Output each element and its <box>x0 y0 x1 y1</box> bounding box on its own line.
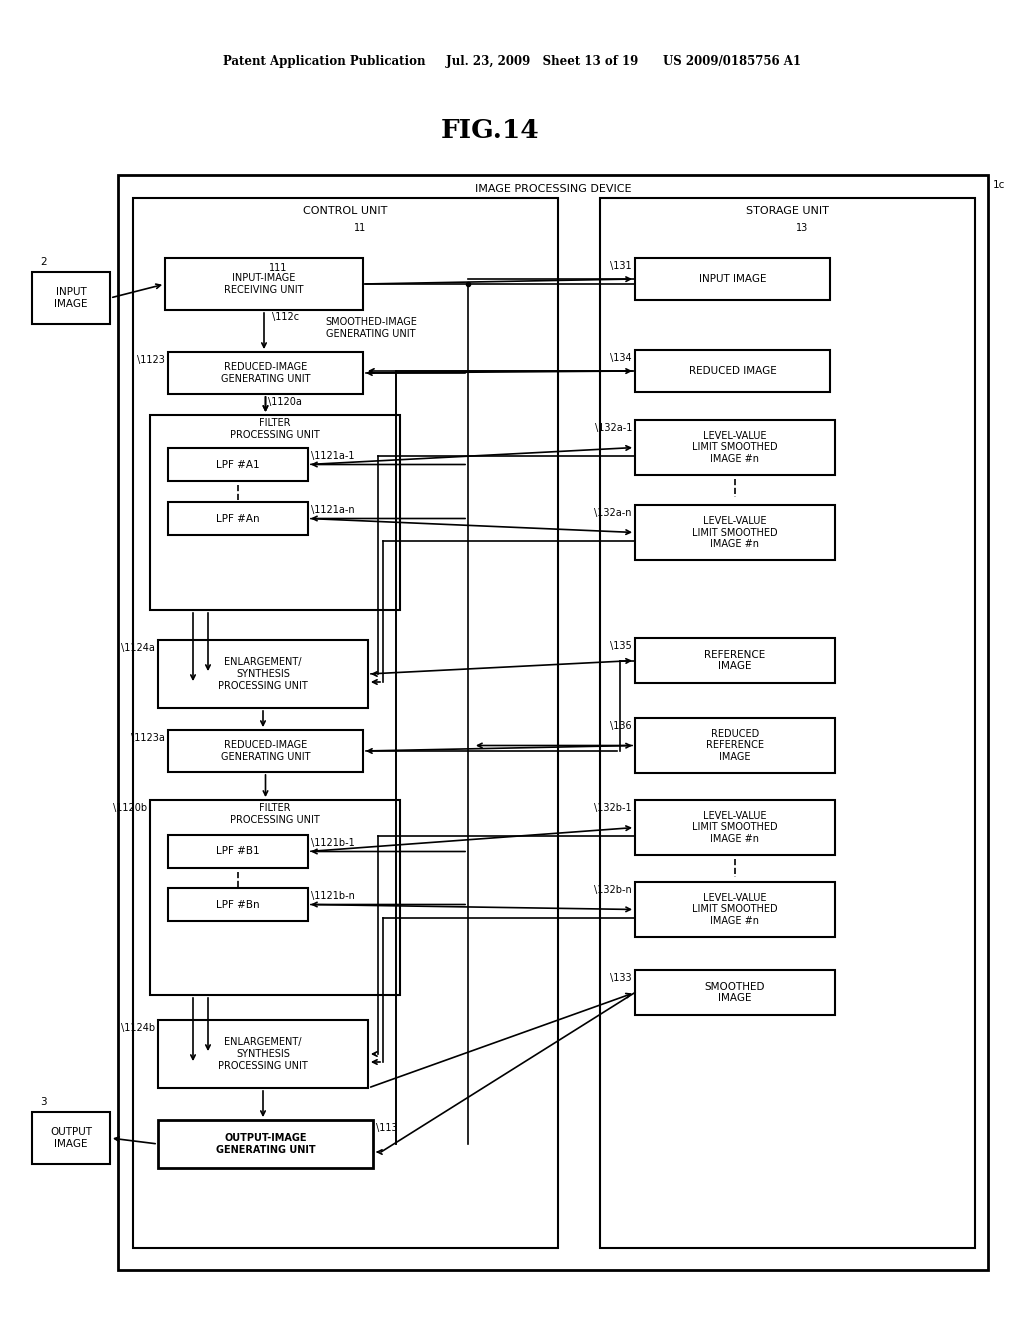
Bar <box>168 730 362 772</box>
Bar <box>635 506 835 560</box>
Text: OUTPUT
IMAGE: OUTPUT IMAGE <box>50 1127 92 1148</box>
Text: \131: \131 <box>610 261 632 271</box>
Text: \1121a-n: \1121a-n <box>311 506 354 515</box>
Text: LEVEL-VALUE
LIMIT SMOOTHED
IMAGE #n: LEVEL-VALUE LIMIT SMOOTHED IMAGE #n <box>692 430 778 465</box>
Text: \1121b-n: \1121b-n <box>311 891 355 902</box>
Bar <box>168 888 308 921</box>
Text: \1123: \1123 <box>137 355 165 366</box>
Text: LPF #An: LPF #An <box>216 513 260 524</box>
Text: 3: 3 <box>40 1097 47 1107</box>
Text: \1124b: \1124b <box>121 1023 155 1034</box>
Text: \113: \113 <box>376 1123 397 1133</box>
Bar <box>635 970 835 1015</box>
Text: \112c: \112c <box>272 312 299 322</box>
Bar <box>158 640 368 708</box>
Text: SMOOTHED-IMAGE
GENERATING UNIT: SMOOTHED-IMAGE GENERATING UNIT <box>326 317 418 339</box>
Bar <box>133 198 558 1247</box>
Bar <box>168 447 308 480</box>
Text: LEVEL-VALUE
LIMIT SMOOTHED
IMAGE #n: LEVEL-VALUE LIMIT SMOOTHED IMAGE #n <box>692 516 778 549</box>
Bar <box>150 414 400 610</box>
Text: REDUCED-IMAGE
GENERATING UNIT: REDUCED-IMAGE GENERATING UNIT <box>221 362 310 384</box>
Bar <box>118 176 988 1270</box>
Text: CONTROL UNIT: CONTROL UNIT <box>303 206 388 216</box>
Bar <box>168 502 308 535</box>
Text: 111: 111 <box>269 263 288 273</box>
Text: Patent Application Publication     Jul. 23, 2009   Sheet 13 of 19      US 2009/0: Patent Application Publication Jul. 23, … <box>223 55 801 69</box>
Text: \132a-n: \132a-n <box>595 508 632 517</box>
Text: \1121b-1: \1121b-1 <box>311 838 354 847</box>
Text: \133: \133 <box>610 973 632 983</box>
Text: \136: \136 <box>610 721 632 731</box>
Bar <box>168 836 308 869</box>
Bar <box>165 257 362 310</box>
Text: \1120b: \1120b <box>113 803 147 813</box>
Bar <box>635 420 835 475</box>
Bar <box>635 350 830 392</box>
Text: LPF #A1: LPF #A1 <box>216 459 260 470</box>
Text: IMAGE PROCESSING DEVICE: IMAGE PROCESSING DEVICE <box>475 183 631 194</box>
Bar <box>150 800 400 995</box>
Text: INPUT-IMAGE
RECEIVING UNIT: INPUT-IMAGE RECEIVING UNIT <box>224 273 304 294</box>
Text: LEVEL-VALUE
LIMIT SMOOTHED
IMAGE #n: LEVEL-VALUE LIMIT SMOOTHED IMAGE #n <box>692 892 778 927</box>
Bar <box>635 800 835 855</box>
Bar <box>635 257 830 300</box>
Text: \1124a: \1124a <box>121 643 155 653</box>
Text: 1c: 1c <box>993 180 1006 190</box>
Text: SMOOTHED
IMAGE: SMOOTHED IMAGE <box>705 982 765 1003</box>
Text: REDUCED IMAGE: REDUCED IMAGE <box>688 366 776 376</box>
Text: INPUT IMAGE: INPUT IMAGE <box>698 275 766 284</box>
Bar <box>32 272 110 323</box>
Text: \135: \135 <box>610 642 632 651</box>
Text: \1120a: \1120a <box>268 397 302 407</box>
Text: \132b-n: \132b-n <box>594 884 632 895</box>
Text: STORAGE UNIT: STORAGE UNIT <box>746 206 829 216</box>
Text: 2: 2 <box>40 257 47 267</box>
Text: \132a-1: \132a-1 <box>595 422 632 433</box>
Text: FIG.14: FIG.14 <box>440 117 540 143</box>
Text: FILTER
PROCESSING UNIT: FILTER PROCESSING UNIT <box>230 418 319 440</box>
Text: REFERENCE
IMAGE: REFERENCE IMAGE <box>705 649 766 672</box>
Bar <box>158 1119 373 1168</box>
Bar <box>635 882 835 937</box>
Bar <box>32 1111 110 1164</box>
Text: 11: 11 <box>353 223 366 234</box>
Text: \1121a-1: \1121a-1 <box>311 451 354 461</box>
Text: REDUCED-IMAGE
GENERATING UNIT: REDUCED-IMAGE GENERATING UNIT <box>221 741 310 762</box>
Bar <box>168 352 362 393</box>
Text: LPF #B1: LPF #B1 <box>216 846 260 857</box>
Text: REDUCED
REFERENCE
IMAGE: REDUCED REFERENCE IMAGE <box>706 729 764 762</box>
Text: \1123a: \1123a <box>131 733 165 743</box>
Text: ENLARGEMENT/
SYNTHESIS
PROCESSING UNIT: ENLARGEMENT/ SYNTHESIS PROCESSING UNIT <box>218 657 308 690</box>
Bar <box>635 718 835 774</box>
Text: OUTPUT-IMAGE
GENERATING UNIT: OUTPUT-IMAGE GENERATING UNIT <box>216 1133 315 1155</box>
Bar <box>635 638 835 682</box>
Text: INPUT
IMAGE: INPUT IMAGE <box>54 288 88 309</box>
Text: \134: \134 <box>610 352 632 363</box>
Text: LPF #Bn: LPF #Bn <box>216 899 260 909</box>
Text: LEVEL-VALUE
LIMIT SMOOTHED
IMAGE #n: LEVEL-VALUE LIMIT SMOOTHED IMAGE #n <box>692 810 778 843</box>
Text: \132b-1: \132b-1 <box>594 803 632 813</box>
Text: FILTER
PROCESSING UNIT: FILTER PROCESSING UNIT <box>230 803 319 825</box>
Text: ENLARGEMENT/
SYNTHESIS
PROCESSING UNIT: ENLARGEMENT/ SYNTHESIS PROCESSING UNIT <box>218 1038 308 1071</box>
Bar <box>600 198 975 1247</box>
Text: 13: 13 <box>796 223 808 234</box>
Bar <box>158 1020 368 1088</box>
